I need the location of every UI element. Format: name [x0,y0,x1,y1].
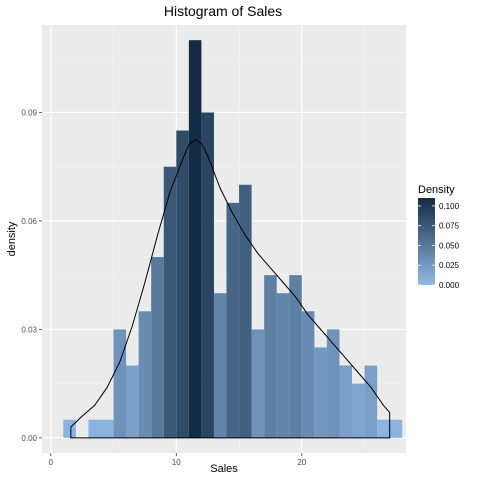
x-tick-label: 10 [172,458,181,467]
x-axis-title: Sales [210,463,238,475]
histogram-bar [163,166,177,438]
legend-label: 0.075 [439,222,460,231]
histogram-bar [289,275,302,438]
histogram-bar [364,365,378,438]
histogram-bar [63,419,76,438]
histogram-bar [201,112,214,438]
histogram-bar [264,275,277,438]
chart-title: Histogram of Sales [164,3,282,19]
legend-label: 0.000 [439,281,460,290]
histogram-bar [251,329,265,438]
histogram-bar [226,202,240,438]
histogram-bar [339,365,353,438]
density-curve [70,138,391,439]
y-tick-label: 0.00 [21,434,37,443]
histogram-bar [377,419,390,438]
density-curve-layer [70,138,391,439]
legend-ticks: 0.100 0.075 0.050 0.025 0.000 [418,202,460,290]
histogram-bar [113,329,127,438]
y-axis-ticks: 0.00 0.03 0.06 0.09 [21,108,42,443]
histogram-bar [88,419,101,438]
histogram-bar [126,365,139,438]
x-tick-label: 20 [297,458,306,467]
legend-label: 0.025 [439,261,460,270]
histogram-bar [314,347,327,438]
legend-colorbar [418,198,435,285]
histogram-bar [213,293,227,438]
x-tick-label: 0 [49,458,54,467]
histogram-bar [176,130,189,438]
histogram-bar [389,419,403,438]
legend-label: 0.050 [439,241,460,250]
histogram-bar [352,383,365,438]
histogram-bar [151,257,164,438]
x-axis-ticks: 0 10 20 [49,453,307,467]
histogram-bar [100,419,114,438]
y-axis-title: density [6,221,18,256]
histogram-bar [188,40,202,438]
y-tick-label: 0.09 [21,108,37,117]
y-tick-label: 0.06 [21,217,37,226]
legend: Density 0.100 0.075 0.050 0.025 0.000 [418,184,460,290]
legend-label: 0.100 [439,202,460,211]
histogram-bar [239,184,252,438]
histogram-bars [63,40,403,438]
histogram-bar [326,329,340,438]
y-tick-label: 0.03 [21,325,37,334]
histogram-bar [138,311,152,438]
legend-title: Density [418,184,455,196]
histogram-bar [276,293,290,438]
histogram-bar [301,311,315,438]
